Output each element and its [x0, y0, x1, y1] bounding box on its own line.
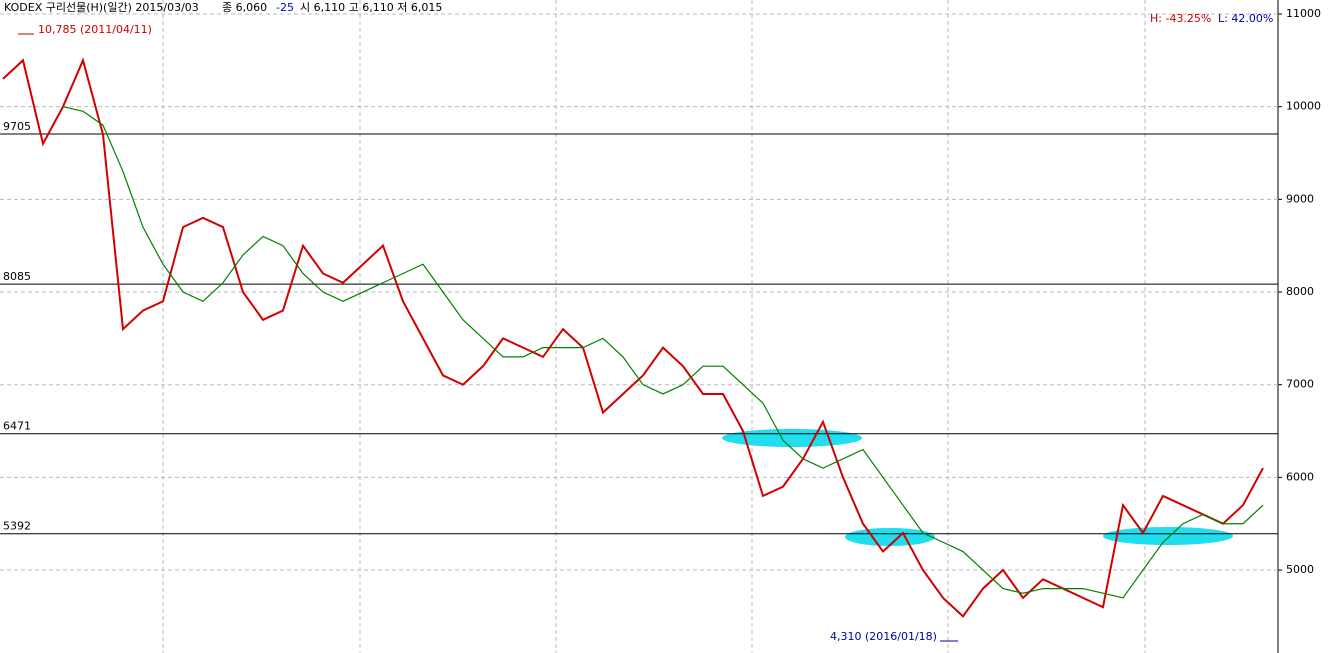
level-label: 8085 [3, 270, 31, 283]
y-tick-label: 9000 [1286, 192, 1314, 205]
range-high: H: -43.25% [1150, 12, 1211, 25]
zone [1103, 527, 1233, 545]
y-tick-label: 6000 [1286, 470, 1314, 483]
y-tick-label: 11000 [1286, 7, 1321, 20]
quote-close: 종 6,060 [222, 1, 267, 14]
y-tick-label: 10000 [1286, 100, 1321, 113]
high-label: 10,785 (2011/04/11) [38, 23, 152, 36]
series-line [2, 57, 1264, 618]
chart-title: KODEX 구리선물(H)(일간) 2015/03/03 [4, 0, 199, 14]
range-low: L: 42.00% [1218, 12, 1273, 25]
level-label: 6471 [3, 420, 31, 433]
y-tick-label: 8000 [1286, 285, 1314, 298]
level-label: 9705 [3, 120, 31, 133]
y-tick-label: 7000 [1286, 378, 1314, 391]
y-tick-label: 5000 [1286, 563, 1314, 576]
series-line [62, 106, 1264, 599]
quote-ohl: 시 6,110 고 6,110 저 6,015 [300, 1, 442, 14]
quote-change: -25 [276, 1, 294, 14]
vertical-grid [162, 0, 1146, 653]
zone [845, 528, 935, 546]
level-label: 5392 [3, 520, 31, 533]
low-label: 4,310 (2016/01/18) [830, 630, 937, 643]
plot: 5000 6000 7000 8000 9000 10000 11000 9705 8085 64… [0, 7, 1321, 618]
